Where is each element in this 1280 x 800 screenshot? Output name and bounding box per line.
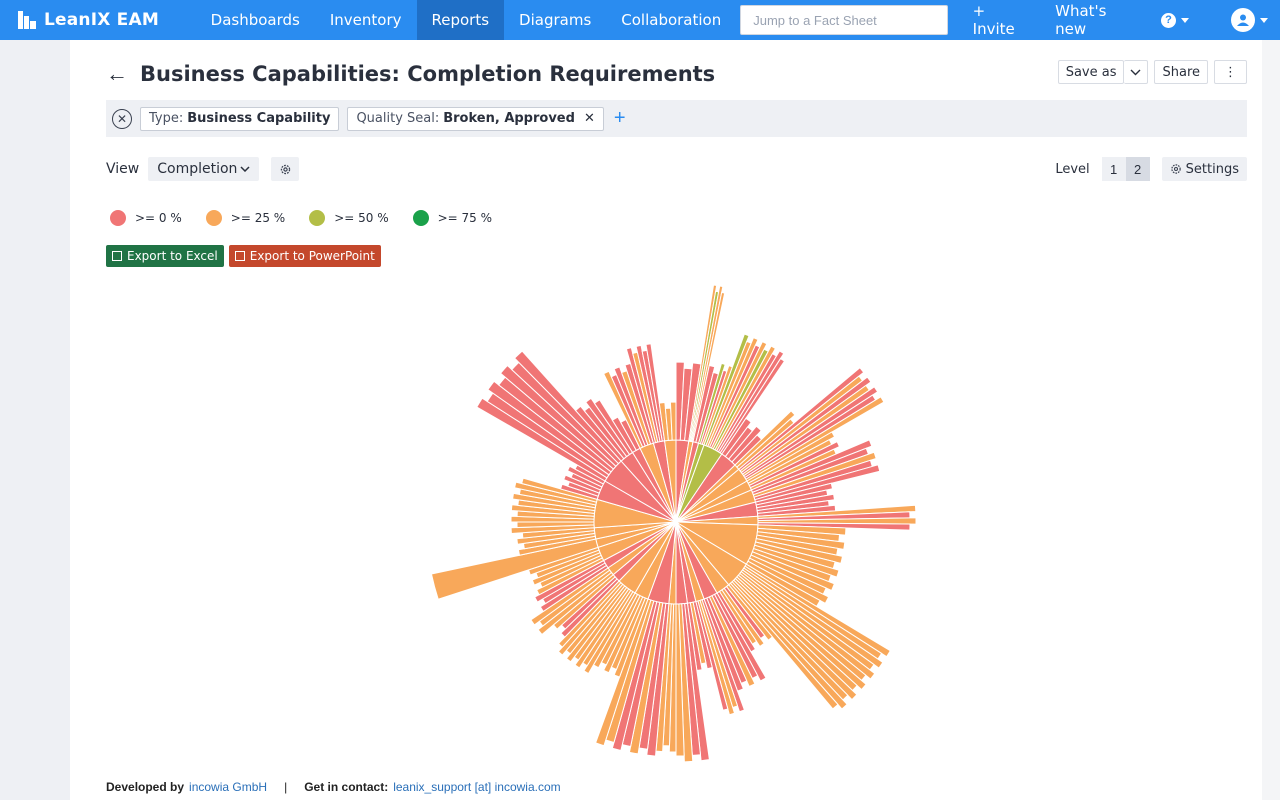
view-settings-button[interactable] — [271, 157, 300, 181]
footer: Developed by incowia GmbH | Get in conta… — [106, 780, 561, 794]
avatar — [1231, 8, 1256, 32]
level-controls: Level 1 2 Settings — [1055, 157, 1247, 181]
legend-swatch — [205, 210, 222, 226]
invite-button[interactable]: + Invite — [972, 2, 1015, 38]
view-selected-value: Completion — [157, 161, 238, 177]
app-logo[interactable]: LeanIX EAM — [0, 0, 196, 40]
level-option-1[interactable]: 1 — [1101, 157, 1126, 181]
legend-swatch — [412, 210, 429, 226]
nav-dashboards[interactable]: Dashboards — [210, 11, 300, 29]
chevron-down-icon — [1130, 69, 1141, 75]
report-card: ← Business Capabilities: Completion Requ… — [70, 40, 1262, 800]
gear-icon — [1170, 164, 1181, 174]
filter-bar: ✕ Type: Business Capability Quality Seal… — [106, 100, 1247, 137]
filter-chip-quality-seal[interactable]: Quality Seal: Broken, Approved ✕ — [347, 106, 604, 131]
nav-inventory[interactable]: Inventory — [329, 11, 402, 29]
level-label: Level — [1055, 161, 1090, 177]
app-name: LeanIX EAM — [44, 10, 159, 30]
user-icon — [1237, 14, 1250, 26]
top-navbar: LeanIX EAM Dashboards Inventory Reports … — [0, 0, 1280, 40]
view-select[interactable]: Completion — [148, 157, 260, 181]
sunburst-segment-l2[interactable] — [669, 401, 677, 441]
export-icon — [112, 251, 122, 261]
filter-key: Type: — [149, 111, 184, 126]
footer-contact-label: Get in contact: — [304, 780, 389, 794]
header-actions: Save as Share ⋮ — [1057, 60, 1247, 84]
more-options-button[interactable]: ⋮ — [1214, 60, 1247, 84]
remove-filter-icon[interactable]: ✕ — [583, 111, 595, 126]
settings-button[interactable]: Settings — [1161, 157, 1247, 181]
help-menu[interactable]: ? — [1149, 0, 1201, 40]
chart-legend: >= 0 % >= 25 % >= 50 % >= 75 % — [110, 210, 516, 226]
footer-contact-link[interactable]: leanix_support [at] incowia.com — [393, 780, 561, 794]
filter-value: Business Capability — [187, 111, 331, 126]
nav-diagrams[interactable]: Diagrams — [519, 11, 592, 29]
jump-to-fact-sheet-input[interactable]: Jump to a Fact Sheet — [740, 5, 948, 35]
page-title: Business Capabilities: Completion Requir… — [140, 62, 716, 86]
nav-reports[interactable]: Reports — [416, 0, 505, 40]
export-excel-button[interactable]: Export to Excel — [106, 245, 224, 267]
clear-filters-icon[interactable]: ✕ — [112, 108, 132, 129]
save-as-button[interactable]: Save as — [1057, 60, 1125, 84]
filter-chip-type[interactable]: Type: Business Capability — [140, 106, 340, 131]
user-menu[interactable] — [1219, 0, 1280, 40]
legend-label: >= 25 % — [230, 211, 286, 225]
chevron-down-icon — [240, 166, 250, 172]
export-powerpoint-label: Export to PowerPoint — [249, 249, 375, 263]
chevron-down-icon — [1181, 17, 1190, 23]
vertical-dots-icon: ⋮ — [1224, 64, 1237, 80]
legend-label: >= 50 % — [334, 211, 389, 225]
filter-value: Broken, Approved — [443, 111, 575, 126]
help-icon: ? — [1161, 12, 1177, 28]
export-buttons: Export to Excel Export to PowerPoint — [106, 245, 381, 267]
legend-label: >= 75 % — [437, 211, 493, 225]
view-controls: View Completion — [106, 157, 300, 181]
level-option-2[interactable]: 2 — [1125, 157, 1150, 181]
legend-item: >= 0 % — [110, 210, 182, 226]
chevron-down-icon — [1260, 17, 1269, 23]
share-button[interactable]: Share — [1154, 60, 1208, 84]
legend-swatch — [309, 210, 326, 226]
legend-item: >= 25 % — [205, 210, 286, 226]
gear-icon — [280, 164, 290, 174]
footer-separator: | — [284, 780, 288, 794]
legend-item: >= 75 % — [412, 210, 493, 226]
legend-label: >= 0 % — [135, 211, 182, 225]
legend-swatch — [110, 210, 126, 226]
footer-company-link[interactable]: incowia GmbH — [189, 780, 268, 794]
export-powerpoint-button[interactable]: Export to PowerPoint — [228, 245, 381, 267]
view-label: View — [106, 161, 140, 177]
page-header: ← Business Capabilities: Completion Requ… — [106, 62, 715, 86]
back-arrow-icon[interactable]: ← — [106, 61, 128, 86]
add-filter-icon[interactable]: + — [613, 107, 626, 129]
sunburst-chart[interactable] — [70, 40, 1262, 800]
nav-collaboration[interactable]: Collaboration — [621, 11, 722, 29]
settings-label: Settings — [1185, 161, 1239, 177]
leanix-logo-icon — [18, 11, 36, 29]
right-scrollbar[interactable] — [1262, 40, 1280, 800]
filter-key: Quality Seal: — [356, 111, 440, 126]
whats-new-link[interactable]: What's new — [1055, 2, 1107, 38]
legend-item: >= 50 % — [309, 210, 389, 226]
footer-developed-by: Developed by — [106, 780, 185, 794]
export-icon — [234, 251, 245, 261]
export-excel-label: Export to Excel — [127, 249, 218, 263]
save-as-dropdown[interactable] — [1124, 60, 1149, 84]
